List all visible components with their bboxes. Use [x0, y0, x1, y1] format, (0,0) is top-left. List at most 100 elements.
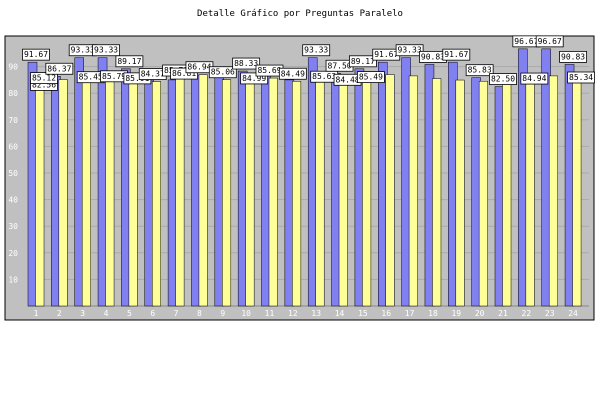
- data-label: 84.49: [281, 69, 305, 78]
- x-tick-label: 16: [381, 309, 391, 318]
- x-tick-labels: 1 2 3 4 5 6 7 8 9 10 11 12 13 14 15 16 17 18 19 20 21 22 23 24: [34, 309, 578, 318]
- x-tick-label: 5: [127, 309, 132, 318]
- x-tick-label: 15: [358, 309, 368, 318]
- x-tick-label: 10: [241, 309, 251, 318]
- x-tick-label: 22: [522, 309, 532, 318]
- data-label: 85.01: [125, 74, 149, 83]
- data-label-box: [278, 67, 307, 80]
- data-label-box: [115, 55, 144, 68]
- data-label: 91.67: [444, 50, 468, 59]
- data-label-box: [232, 57, 261, 70]
- bar-promedio: [58, 79, 68, 307]
- x-tick-label: 14: [335, 309, 345, 318]
- y-tick-label: 30: [8, 222, 18, 231]
- data-label-box: [535, 35, 564, 48]
- data-label-box: [170, 67, 199, 80]
- data-label: 85.69: [257, 66, 281, 75]
- y-tick-label: 40: [8, 196, 18, 205]
- data-label-box: [240, 72, 269, 85]
- data-label: 90.83: [421, 52, 445, 61]
- data-label: 84.37: [141, 70, 165, 79]
- data-label: 84.99: [242, 74, 266, 83]
- y-tick-label: 20: [8, 249, 18, 258]
- bar-promedio: [175, 75, 185, 307]
- x-tick-label: 2: [57, 309, 62, 318]
- x-tick-label: 20: [475, 309, 485, 318]
- data-label: 86.37: [47, 64, 71, 73]
- data-label: 91.67: [24, 50, 48, 59]
- x-tick-label: 7: [174, 309, 179, 318]
- data-label: 85.12: [32, 74, 56, 83]
- data-label-box: [45, 62, 74, 75]
- data-label: 85.63: [312, 72, 336, 81]
- data-label: 93.33: [94, 46, 118, 55]
- data-label-box: [30, 72, 58, 84]
- data-label: 93.33: [304, 46, 328, 55]
- x-tick-label: 6: [150, 309, 155, 318]
- x-tick-label: 12: [288, 309, 298, 318]
- y-tick-labels: 10 20 30 40 50 60 70 80 90: [8, 63, 18, 285]
- bar-promedio: [268, 77, 278, 307]
- bar-promedio: [315, 77, 325, 307]
- x-tick-label: 18: [428, 309, 438, 318]
- data-label: 89.17: [351, 57, 375, 66]
- bar-promedio: [455, 79, 465, 307]
- x-tick-label: 11: [265, 309, 275, 318]
- data-label-box: [520, 72, 549, 85]
- data-label: 86.81: [172, 69, 196, 78]
- data-label-box: [395, 44, 424, 57]
- data-label-box: [489, 73, 517, 85]
- data-label-box: [22, 48, 50, 61]
- data-label-box: [348, 55, 377, 68]
- chart-title: Detalle Gráfico por Preguntas Paralelo: [197, 9, 403, 19]
- y-tick-label: 90: [8, 63, 18, 72]
- bar-promedio: [432, 78, 442, 307]
- x-tick-label: 21: [498, 309, 508, 318]
- bar-promedio: [152, 81, 161, 307]
- bar-promedio: [292, 81, 302, 307]
- data-label: 85.06: [211, 68, 235, 77]
- bar-promedio: [572, 78, 582, 307]
- bar-promedio: [198, 74, 208, 307]
- data-label-box: [567, 71, 595, 84]
- bar-layer: [27, 48, 582, 307]
- data-label: 84.94: [522, 74, 546, 83]
- y-tick-label: 80: [8, 89, 18, 98]
- bar-promedio: [338, 81, 348, 307]
- data-label: 82.50: [491, 75, 515, 84]
- data-label: 84.48: [336, 75, 360, 84]
- bar-promedio: [478, 80, 488, 307]
- data-label: 85.45: [79, 73, 103, 82]
- bar-promedio: [81, 78, 91, 307]
- data-label: 82.56: [32, 80, 56, 89]
- data-label: 90.83: [561, 52, 585, 61]
- data-label-box: [442, 48, 471, 61]
- x-tick-label: 13: [311, 309, 321, 318]
- x-tick-label: 19: [451, 309, 461, 318]
- data-label-box: [465, 64, 494, 77]
- bar-promedio: [408, 75, 418, 307]
- data-label-box: [92, 44, 120, 57]
- data-label: 85.34: [569, 73, 593, 82]
- bar-promedio: [128, 80, 138, 307]
- data-label: 93.33: [71, 46, 95, 55]
- data-label: 85.83: [468, 66, 492, 75]
- data-label: 85.49: [359, 73, 383, 82]
- data-label: 96.67: [538, 37, 562, 46]
- data-label-box: [356, 71, 385, 83]
- data-label-layer: 91.6782.5685.1286.3793.3385.4593.3385.79…: [22, 35, 595, 91]
- bar-promedio: [548, 75, 558, 307]
- bar-promedio: [362, 78, 372, 307]
- data-label: 87.50: [328, 61, 352, 70]
- data-label: 85.79: [102, 72, 126, 81]
- bar-promedio: [385, 74, 395, 307]
- bar-promedio: [502, 80, 512, 307]
- data-label: 93.33: [398, 46, 422, 55]
- data-label-box: [302, 44, 331, 57]
- x-tick-label: 23: [545, 309, 555, 318]
- x-tick-label: 8: [197, 309, 202, 318]
- x-tick-label: 17: [405, 309, 415, 318]
- x-tick-label: 9: [220, 309, 225, 318]
- x-tick-label: 24: [568, 309, 578, 318]
- data-label: 86.94: [187, 63, 211, 72]
